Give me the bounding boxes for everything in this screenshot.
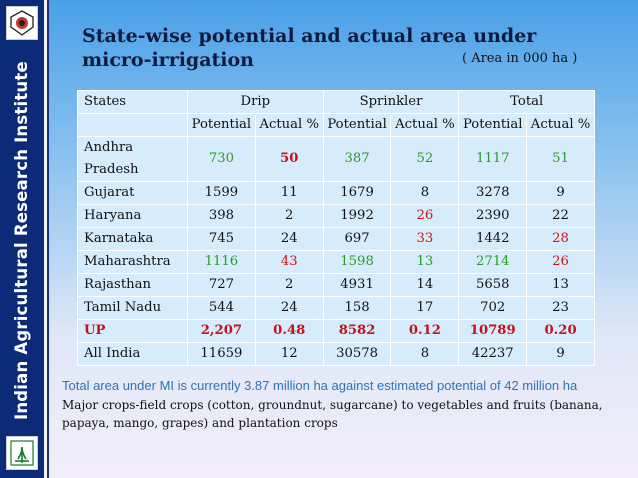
header-sprinkler: Sprinkler — [322, 90, 460, 114]
value-cell: 24 — [254, 296, 324, 320]
micro-irrigation-table: States Drip Sprinkler Total Potential Ac… — [77, 90, 595, 366]
value-cell: 23 — [526, 296, 595, 320]
value-cell: 0.20 — [526, 319, 595, 343]
value-cell: 30578 — [322, 342, 392, 366]
state-cell: Maharashtra — [77, 250, 188, 274]
value-cell: 11659 — [187, 342, 256, 366]
value-cell: 33 — [390, 227, 460, 251]
value-cell: 43 — [254, 250, 324, 274]
table-header-row: States Drip Sprinkler Total — [77, 90, 595, 114]
value-cell: 5658 — [458, 273, 528, 297]
value-cell: 8 — [390, 342, 460, 366]
value-cell: 51 — [526, 136, 595, 182]
value-cell: 2390 — [458, 204, 528, 228]
value-cell: 2,207 — [187, 319, 256, 343]
table-row: Tamil Nadu 544 24 158 17 702 23 — [77, 296, 595, 320]
value-cell: 1116 — [187, 250, 256, 274]
state-cell: Karnataka — [77, 227, 188, 251]
value-cell: 3278 — [458, 181, 528, 205]
value-cell: 13 — [390, 250, 460, 274]
value-cell: 2714 — [458, 250, 528, 274]
value-cell: 8582 — [322, 319, 392, 343]
value-cell: 398 — [187, 204, 256, 228]
value-cell: 10789 — [458, 319, 528, 343]
value-cell: 26 — [526, 250, 595, 274]
state-cell: All India — [77, 342, 188, 366]
value-cell: 9 — [526, 342, 595, 366]
wheat-emblem-icon — [10, 440, 34, 466]
value-cell: 4931 — [322, 273, 392, 297]
value-cell: 11 — [254, 181, 324, 205]
value-cell: 544 — [187, 296, 256, 320]
value-cell: 0.48 — [254, 319, 324, 343]
state-cell: Rajasthan — [77, 273, 188, 297]
value-cell: 727 — [187, 273, 256, 297]
value-cell: 697 — [322, 227, 392, 251]
unit-note: ( Area in 000 ha ) — [462, 51, 578, 66]
value-cell: 1679 — [322, 181, 392, 205]
value-cell: 9 — [526, 181, 595, 205]
value-cell: 702 — [458, 296, 528, 320]
value-cell: 24 — [254, 227, 324, 251]
value-cell: 2 — [254, 204, 324, 228]
sidebar — [0, 0, 44, 478]
value-cell: 50 — [254, 136, 324, 182]
institute-logo-bottom — [6, 436, 38, 470]
header-total: Total — [458, 90, 595, 114]
value-cell: 745 — [187, 227, 256, 251]
state-cell: Haryana — [77, 204, 188, 228]
value-cell: 2 — [254, 273, 324, 297]
value-cell: 22 — [526, 204, 595, 228]
table-row: Rajasthan 727 2 4931 14 5658 13 — [77, 273, 595, 297]
major-crops-note: Major crops-field crops (cotton, groundn… — [62, 398, 603, 430]
value-cell: 1598 — [322, 250, 392, 274]
subheader-cell: Actual % — [526, 113, 595, 137]
value-cell: 28 — [526, 227, 595, 251]
table-row: Gujarat 1599 11 1679 8 3278 9 — [77, 181, 595, 205]
value-cell: 158 — [322, 296, 392, 320]
value-cell: 730 — [187, 136, 256, 182]
table-row-all-india: All India 11659 12 30578 8 42237 9 — [77, 342, 595, 366]
value-cell: 1992 — [322, 204, 392, 228]
table-row: Haryana 398 2 1992 26 2390 22 — [77, 204, 595, 228]
subheader-cell: Actual % — [254, 113, 324, 137]
slide-title: State-wise potential and actual area und… — [82, 25, 537, 71]
value-cell: 17 — [390, 296, 460, 320]
table-row: Maharashtra 1116 43 1598 13 2714 26 — [77, 250, 595, 274]
value-cell: 1599 — [187, 181, 256, 205]
sidebar-divider — [44, 0, 47, 478]
table-subheader-row: Potential Actual % Potential Actual % Po… — [77, 113, 595, 137]
institute-name-vertical: Indian Agricultural Research Institute — [12, 61, 31, 420]
header-drip: Drip — [187, 90, 324, 114]
value-cell: 8 — [390, 181, 460, 205]
sidebar-divider-inner — [47, 0, 49, 478]
header-states: States — [77, 90, 188, 114]
seal-icon — [10, 10, 34, 36]
table-row: Karnataka 745 24 697 33 1442 28 — [77, 227, 595, 251]
state-cell: Tamil Nadu — [77, 296, 188, 320]
subheader-cell: Actual % — [390, 113, 460, 137]
value-cell: 12 — [254, 342, 324, 366]
value-cell: 13 — [526, 273, 595, 297]
state-cell: Gujarat — [77, 181, 188, 205]
value-cell: 52 — [390, 136, 460, 182]
table-row: Andhra Pradesh 730 50 387 52 1117 51 — [77, 136, 595, 182]
table-row-up: UP 2,207 0.48 8582 0.12 10789 0.20 — [77, 319, 595, 343]
state-cell: Andhra Pradesh — [77, 136, 188, 182]
value-cell: 42237 — [458, 342, 528, 366]
subheader-cell: Potential — [322, 113, 392, 137]
value-cell: 0.12 — [390, 319, 460, 343]
value-cell: 1442 — [458, 227, 528, 251]
value-cell: 14 — [390, 273, 460, 297]
total-area-note: Total area under MI is currently 3.87 mi… — [62, 378, 578, 393]
subheader-cell: Potential — [187, 113, 256, 137]
subheader-cell: Potential — [458, 113, 528, 137]
institute-logo-top — [6, 6, 38, 40]
state-cell: UP — [77, 319, 188, 343]
value-cell: 1117 — [458, 136, 528, 182]
value-cell: 387 — [322, 136, 392, 182]
value-cell: 26 — [390, 204, 460, 228]
